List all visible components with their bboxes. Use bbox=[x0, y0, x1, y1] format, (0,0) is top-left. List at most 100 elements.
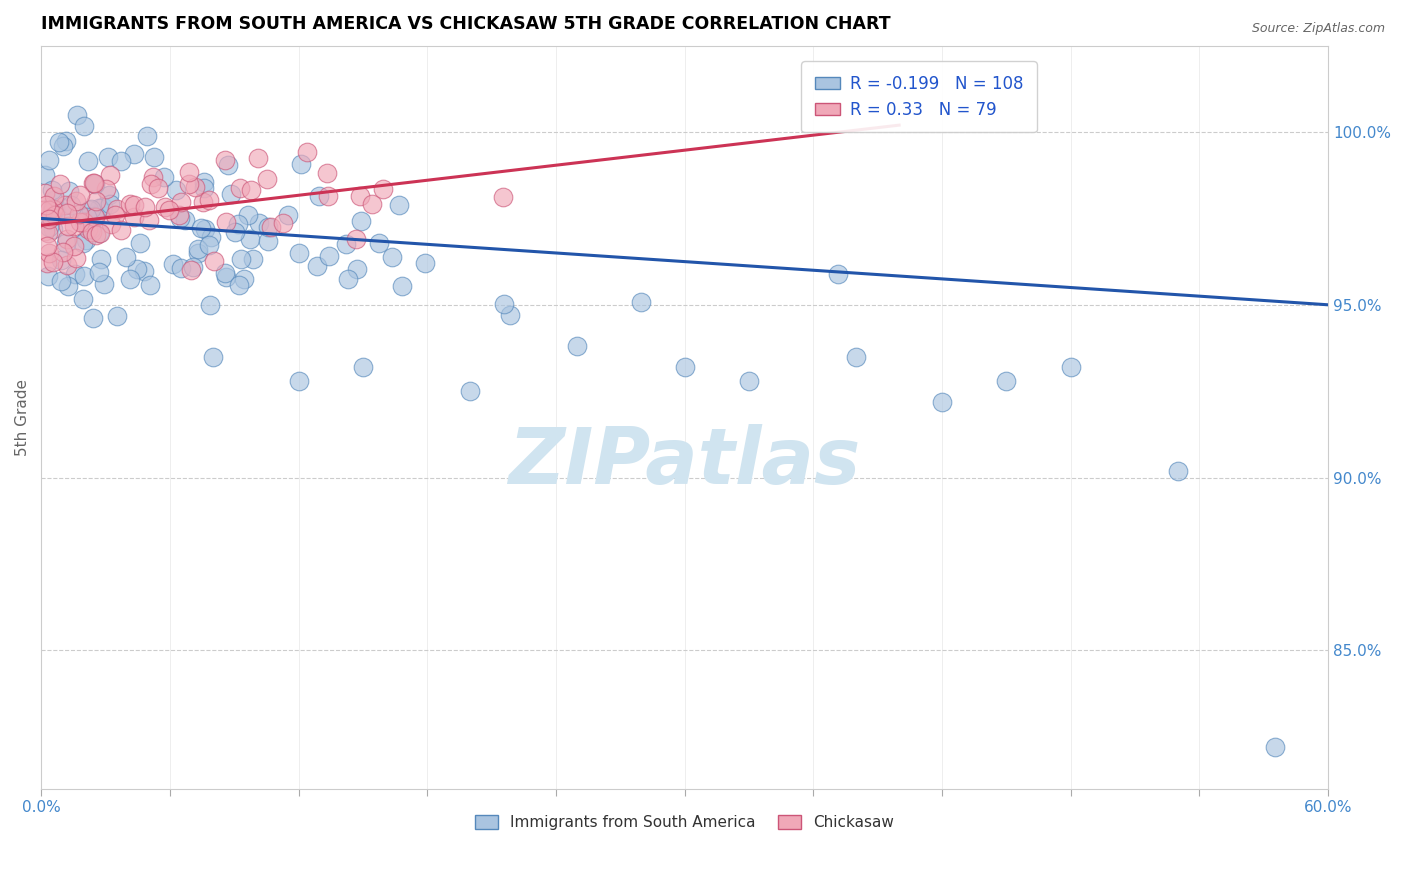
Point bbox=[82, 310, 104, 325]
Point bbox=[93, 277, 115, 292]
Point bbox=[413, 256, 436, 270]
Point bbox=[56, 206, 79, 220]
Point bbox=[72, 292, 94, 306]
Point bbox=[335, 237, 357, 252]
Point bbox=[256, 172, 278, 186]
Point bbox=[97, 150, 120, 164]
Point bbox=[38, 211, 60, 226]
Point bbox=[44, 208, 66, 222]
Point bbox=[240, 183, 263, 197]
Point bbox=[48, 135, 70, 149]
Point bbox=[83, 211, 105, 225]
Point bbox=[316, 166, 339, 180]
Point bbox=[499, 308, 522, 322]
Point bbox=[38, 203, 60, 218]
Point bbox=[228, 278, 250, 293]
Point bbox=[34, 168, 56, 182]
Point bbox=[105, 202, 128, 216]
Point bbox=[58, 185, 80, 199]
Point bbox=[371, 182, 394, 196]
Point bbox=[75, 233, 97, 247]
Point bbox=[181, 260, 204, 274]
Point bbox=[193, 180, 215, 194]
Point bbox=[162, 257, 184, 271]
Point bbox=[368, 236, 391, 251]
Point bbox=[256, 219, 278, 234]
Point bbox=[38, 153, 60, 168]
Point bbox=[42, 209, 65, 223]
Point bbox=[458, 384, 481, 399]
Point bbox=[98, 197, 121, 211]
Point bbox=[90, 252, 112, 267]
Point bbox=[56, 232, 79, 246]
Point bbox=[214, 266, 236, 280]
Point bbox=[179, 165, 201, 179]
Point bbox=[34, 224, 56, 238]
Point bbox=[132, 264, 155, 278]
Point bbox=[77, 153, 100, 168]
Point bbox=[191, 195, 214, 210]
Point bbox=[58, 219, 80, 233]
Point bbox=[215, 269, 238, 284]
Point bbox=[73, 269, 96, 284]
Point bbox=[89, 226, 111, 240]
Point bbox=[37, 255, 59, 269]
Point bbox=[128, 235, 150, 250]
Text: Source: ZipAtlas.com: Source: ZipAtlas.com bbox=[1251, 22, 1385, 36]
Point bbox=[200, 230, 222, 244]
Point bbox=[89, 202, 111, 216]
Legend: Immigrants from South America, Chickasaw: Immigrants from South America, Chickasaw bbox=[468, 809, 900, 837]
Point bbox=[337, 271, 360, 285]
Point bbox=[242, 252, 264, 267]
Point bbox=[49, 253, 72, 268]
Point bbox=[295, 145, 318, 160]
Point bbox=[41, 202, 63, 216]
Point bbox=[201, 350, 224, 364]
Point bbox=[114, 250, 136, 264]
Point bbox=[41, 222, 63, 236]
Point bbox=[82, 176, 104, 190]
Point bbox=[146, 180, 169, 194]
Point bbox=[134, 200, 156, 214]
Point bbox=[124, 146, 146, 161]
Point bbox=[84, 228, 107, 243]
Point bbox=[80, 202, 103, 216]
Point bbox=[87, 265, 110, 279]
Point bbox=[83, 209, 105, 223]
Point bbox=[49, 177, 72, 191]
Text: ZIPatlas: ZIPatlas bbox=[509, 424, 860, 500]
Point bbox=[260, 220, 283, 235]
Point bbox=[34, 198, 56, 212]
Point bbox=[76, 211, 98, 225]
Point bbox=[105, 309, 128, 323]
Point bbox=[73, 215, 96, 229]
Point bbox=[388, 198, 411, 212]
Point bbox=[42, 202, 65, 216]
Point bbox=[56, 258, 79, 272]
Point bbox=[69, 188, 91, 202]
Point bbox=[66, 108, 89, 122]
Point bbox=[142, 169, 165, 184]
Point bbox=[127, 262, 149, 277]
Point bbox=[153, 170, 176, 185]
Point bbox=[138, 213, 160, 227]
Point bbox=[42, 193, 65, 207]
Point bbox=[79, 222, 101, 236]
Point bbox=[228, 217, 250, 231]
Point bbox=[231, 252, 253, 267]
Point bbox=[80, 225, 103, 239]
Point bbox=[247, 215, 270, 229]
Point bbox=[344, 232, 367, 246]
Point bbox=[51, 138, 73, 153]
Point bbox=[98, 187, 121, 202]
Point bbox=[491, 190, 513, 204]
Point bbox=[110, 223, 132, 237]
Point bbox=[219, 186, 242, 201]
Point bbox=[184, 179, 207, 194]
Point bbox=[110, 153, 132, 168]
Point bbox=[41, 205, 63, 219]
Point bbox=[630, 295, 652, 310]
Point bbox=[845, 350, 868, 364]
Point bbox=[52, 245, 75, 260]
Point bbox=[37, 269, 59, 284]
